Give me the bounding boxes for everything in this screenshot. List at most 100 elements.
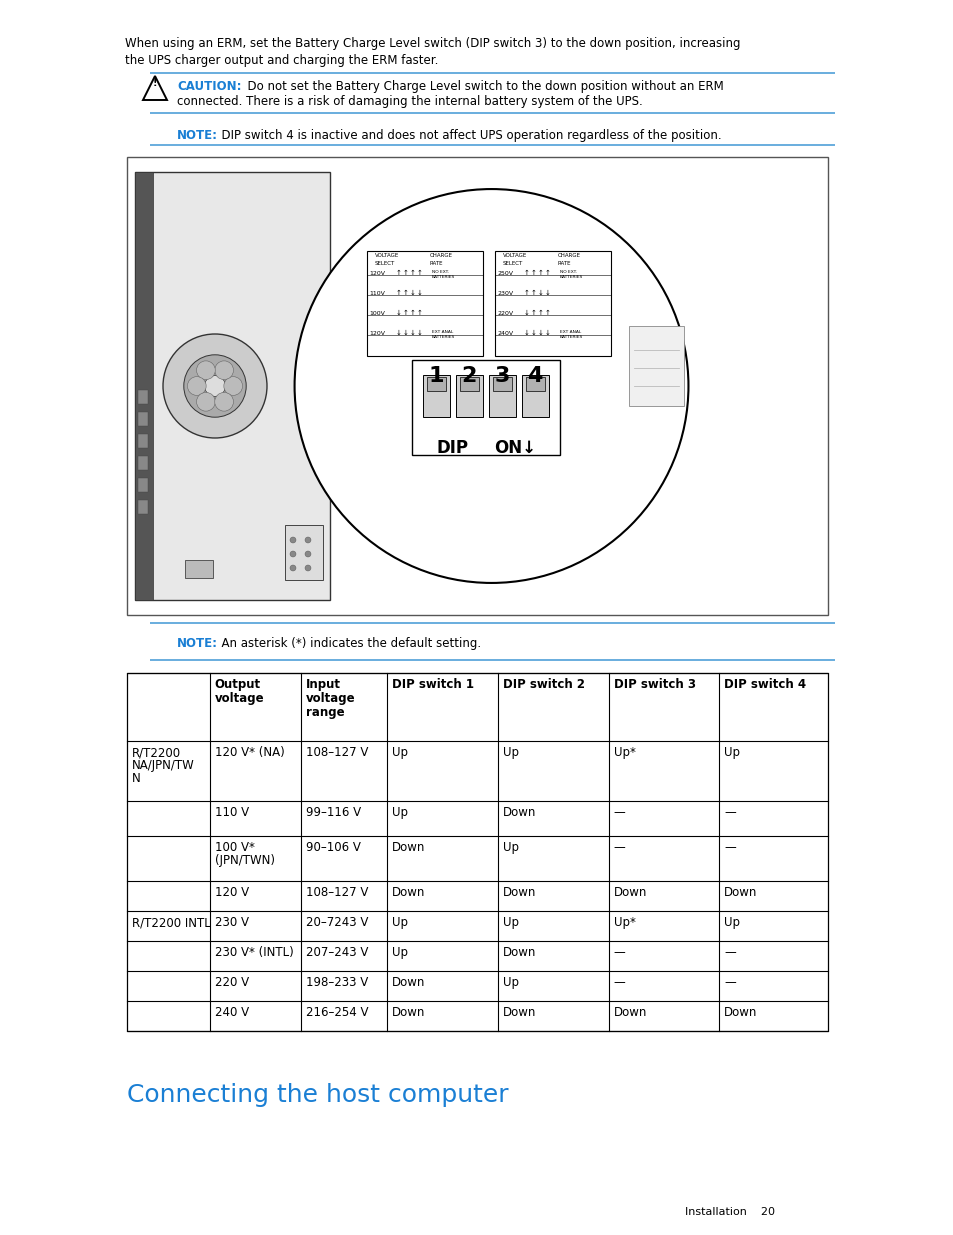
Text: ↓: ↓ xyxy=(544,290,550,296)
Bar xyxy=(127,673,827,1031)
Text: DIP switch 1: DIP switch 1 xyxy=(392,678,474,692)
Text: ↑: ↑ xyxy=(544,310,550,316)
Text: When using an ERM, set the Battery Charge Level switch (DIP switch 3) to the dow: When using an ERM, set the Battery Charg… xyxy=(125,37,740,49)
Text: ↑: ↑ xyxy=(537,310,543,316)
Text: Up: Up xyxy=(392,746,408,760)
Text: NOTE:: NOTE: xyxy=(177,128,218,142)
Text: Down: Down xyxy=(502,1007,536,1019)
Text: ↑: ↑ xyxy=(530,270,536,275)
Text: RATE: RATE xyxy=(557,261,571,266)
Text: ↑: ↑ xyxy=(416,270,422,275)
Text: Down: Down xyxy=(502,946,536,960)
Text: —: — xyxy=(723,806,736,819)
Text: NOTE:: NOTE: xyxy=(177,637,218,650)
Circle shape xyxy=(305,564,311,571)
Text: CAUTION:: CAUTION: xyxy=(177,80,241,93)
Text: ↓: ↓ xyxy=(409,330,415,336)
Text: Down: Down xyxy=(392,885,425,899)
Text: Up: Up xyxy=(723,746,740,760)
Text: DIP switch 4: DIP switch 4 xyxy=(723,678,805,692)
Text: 230 V: 230 V xyxy=(214,916,249,929)
Bar xyxy=(492,377,511,391)
Text: VOLTAGE: VOLTAGE xyxy=(375,253,398,258)
Text: 220 V: 220 V xyxy=(214,976,249,989)
Text: RATE: RATE xyxy=(429,261,442,266)
Text: ↓: ↓ xyxy=(395,310,401,316)
Bar xyxy=(138,478,148,493)
Bar xyxy=(138,457,148,471)
Bar xyxy=(135,172,330,600)
Circle shape xyxy=(214,393,233,411)
Text: 108–127 V: 108–127 V xyxy=(306,746,368,760)
Text: —: — xyxy=(613,806,624,819)
Text: Down: Down xyxy=(392,841,425,853)
Text: 90–106 V: 90–106 V xyxy=(306,841,360,853)
Text: DIP: DIP xyxy=(436,438,469,457)
Text: ↑: ↑ xyxy=(523,270,529,275)
Text: ↑: ↑ xyxy=(416,310,422,316)
Text: Up: Up xyxy=(392,916,408,929)
Text: Down: Down xyxy=(723,885,757,899)
Bar xyxy=(135,172,152,600)
Text: 120V: 120V xyxy=(369,331,385,336)
Circle shape xyxy=(214,361,233,379)
Text: —: — xyxy=(613,976,624,989)
Text: ↓: ↓ xyxy=(523,330,529,336)
Circle shape xyxy=(196,393,215,411)
Text: ↑: ↑ xyxy=(395,290,401,296)
Bar xyxy=(366,251,482,356)
Text: ↑: ↑ xyxy=(523,290,529,296)
Text: DIP switch 2: DIP switch 2 xyxy=(502,678,584,692)
Text: ↑: ↑ xyxy=(530,290,536,296)
Text: 207–243 V: 207–243 V xyxy=(306,946,368,960)
Text: 110V: 110V xyxy=(369,291,385,296)
Text: Up: Up xyxy=(502,916,518,929)
Text: 2: 2 xyxy=(461,366,476,385)
Text: VOLTAGE: VOLTAGE xyxy=(502,253,526,258)
Bar xyxy=(459,377,478,391)
Circle shape xyxy=(184,354,246,417)
Bar xyxy=(138,390,148,404)
Text: connected. There is a risk of damaging the internal battery system of the UPS.: connected. There is a risk of damaging t… xyxy=(177,95,642,107)
Text: range: range xyxy=(306,706,344,719)
Text: 100V: 100V xyxy=(369,311,385,316)
Bar xyxy=(285,525,323,580)
Text: Connecting the host computer: Connecting the host computer xyxy=(127,1083,508,1107)
Text: 230 V* (INTL): 230 V* (INTL) xyxy=(214,946,294,960)
Circle shape xyxy=(196,361,215,379)
Bar xyxy=(525,377,544,391)
Bar xyxy=(455,375,482,417)
Text: Down: Down xyxy=(613,885,646,899)
Text: ↓: ↓ xyxy=(544,330,550,336)
Text: Up*: Up* xyxy=(613,916,635,929)
Circle shape xyxy=(204,375,225,396)
Text: —: — xyxy=(613,946,624,960)
Text: ↓: ↓ xyxy=(537,330,543,336)
Text: ↑: ↑ xyxy=(409,270,415,275)
Bar xyxy=(138,435,148,448)
Text: 198–233 V: 198–233 V xyxy=(306,976,368,989)
Text: 120V: 120V xyxy=(369,270,385,275)
Circle shape xyxy=(187,377,206,395)
Circle shape xyxy=(163,333,267,438)
Circle shape xyxy=(290,551,295,557)
Text: ↑: ↑ xyxy=(530,310,536,316)
Text: NO EXT.
BATTERIES: NO EXT. BATTERIES xyxy=(431,270,455,279)
Bar xyxy=(185,559,213,578)
Text: EXT ANAL
BATTERIES: EXT ANAL BATTERIES xyxy=(431,330,455,338)
Text: EXT ANAL
BATTERIES: EXT ANAL BATTERIES xyxy=(558,330,582,338)
Text: ↑: ↑ xyxy=(544,270,550,275)
Bar xyxy=(411,359,558,454)
Text: —: — xyxy=(723,841,736,853)
Text: 20–7243 V: 20–7243 V xyxy=(306,916,368,929)
Text: SELECT: SELECT xyxy=(375,261,395,266)
Text: ↑: ↑ xyxy=(409,310,415,316)
Text: N: N xyxy=(132,772,141,785)
Text: ON↓: ON↓ xyxy=(494,438,536,457)
Text: An asterisk (*) indicates the default setting.: An asterisk (*) indicates the default se… xyxy=(213,637,480,650)
Text: DIP switch 4 is inactive and does not affect UPS operation regardless of the pos: DIP switch 4 is inactive and does not af… xyxy=(213,128,720,142)
Bar xyxy=(138,412,148,426)
Text: 120 V: 120 V xyxy=(214,885,249,899)
Text: 120 V* (NA): 120 V* (NA) xyxy=(214,746,284,760)
Text: !: ! xyxy=(152,78,157,88)
